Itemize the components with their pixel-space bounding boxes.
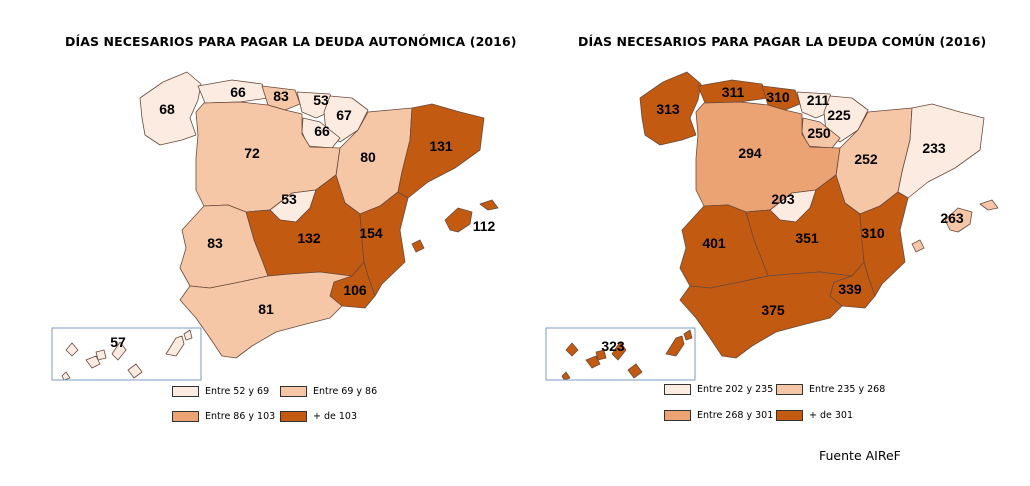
legend-swatch [280, 411, 307, 422]
left-map-regions [61, 71, 499, 381]
legend-swatch [280, 386, 307, 397]
region-valencia [859, 191, 909, 297]
legend-label: Entre 69 y 86 [313, 386, 378, 397]
label-cantabria: 83 [273, 88, 289, 104]
left-canarias-inset-frame [51, 327, 202, 381]
label-canarias: 323 [601, 338, 625, 354]
right-legend-item-2: Entre 235 y 268 [776, 384, 885, 395]
label-castilla-leon: 294 [738, 145, 762, 161]
label-murcia: 339 [838, 281, 862, 297]
left-map-labels: 68 66 83 53 67 66 72 80 131 53 132 154 8… [110, 84, 495, 350]
legend-label: Entre 268 y 301 [697, 410, 774, 421]
label-asturias: 66 [230, 84, 246, 100]
right-legend-item-4: + de 301 [776, 410, 853, 421]
label-canarias: 57 [110, 334, 126, 350]
region-valencia [359, 191, 409, 297]
label-madrid: 203 [771, 191, 795, 207]
label-andalucia: 375 [761, 302, 785, 318]
left-legend-item-4: + de 103 [280, 411, 357, 422]
label-baleares: 263 [940, 210, 964, 226]
region-andalucia [679, 271, 853, 359]
label-murcia: 106 [343, 282, 367, 298]
label-aragon: 80 [360, 149, 376, 165]
label-extremadura: 401 [702, 235, 726, 251]
region-galicia [139, 71, 202, 146]
right-map-regions [561, 71, 999, 381]
label-madrid: 53 [281, 191, 297, 207]
legend-swatch [776, 384, 803, 395]
label-navarra: 225 [827, 107, 851, 123]
left-legend-item-1: Entre 52 y 69 [172, 386, 269, 397]
label-cataluna: 233 [922, 140, 946, 156]
label-la-rioja: 66 [314, 123, 330, 139]
left-legend-item-3: Entre 86 y 103 [172, 411, 275, 422]
label-castilla-la-mancha: 351 [795, 230, 819, 246]
region-baleares [411, 199, 499, 253]
region-cantabria [261, 85, 301, 111]
region-galicia [639, 71, 702, 146]
label-cantabria: 310 [766, 89, 790, 105]
legend-swatch [664, 410, 691, 421]
region-cantabria [761, 85, 801, 111]
label-cataluna: 131 [429, 138, 453, 154]
label-extremadura: 83 [207, 235, 223, 251]
legend-swatch [664, 384, 691, 395]
left-legend-item-2: Entre 69 y 86 [280, 386, 377, 397]
label-galicia: 313 [656, 101, 680, 117]
region-cataluna [397, 103, 485, 199]
label-asturias: 311 [722, 84, 745, 100]
legend-swatch [776, 410, 803, 421]
label-navarra: 67 [336, 107, 352, 123]
region-andalucia [179, 271, 353, 359]
label-galicia: 68 [159, 101, 175, 117]
right-canarias-inset-frame [545, 327, 696, 381]
right-legend-item-1: Entre 202 y 235 [664, 384, 773, 395]
label-la-rioja: 250 [807, 125, 831, 141]
label-aragon: 252 [854, 151, 878, 167]
legend-swatch [172, 411, 199, 422]
right-legend-item-3: Entre 268 y 301 [664, 410, 773, 421]
region-canarias [561, 329, 693, 381]
label-castilla-la-mancha: 132 [297, 230, 321, 246]
label-valencia: 310 [861, 225, 885, 241]
label-pais-vasco: 53 [313, 92, 329, 108]
legend-label: Entre 202 y 235 [697, 384, 774, 395]
label-andalucia: 81 [258, 301, 274, 317]
label-castilla-leon: 72 [244, 145, 260, 161]
right-map-labels: 313 311 310 211 225 250 294 252 233 203 … [601, 84, 964, 354]
label-pais-vasco: 211 [807, 92, 830, 108]
legend-label: Entre 86 y 103 [205, 411, 276, 422]
right-map-title: DÍAS NECESARIOS PARA PAGAR LA DEUDA COMÚ… [578, 34, 987, 49]
legend-label: + de 103 [313, 411, 358, 422]
left-map-title: DÍAS NECESARIOS PARA PAGAR LA DEUDA AUTO… [65, 34, 517, 49]
legend-swatch [172, 386, 199, 397]
label-baleares: 112 [473, 218, 496, 234]
region-cataluna [897, 103, 985, 199]
legend-label: Entre 52 y 69 [205, 386, 270, 397]
source-note: Fuente AIReF [819, 448, 901, 463]
region-canarias [61, 329, 193, 381]
legend-label: + de 301 [809, 410, 854, 421]
region-baleares [911, 199, 999, 253]
legend-label: Entre 235 y 268 [809, 384, 886, 395]
label-valencia: 154 [359, 225, 383, 241]
